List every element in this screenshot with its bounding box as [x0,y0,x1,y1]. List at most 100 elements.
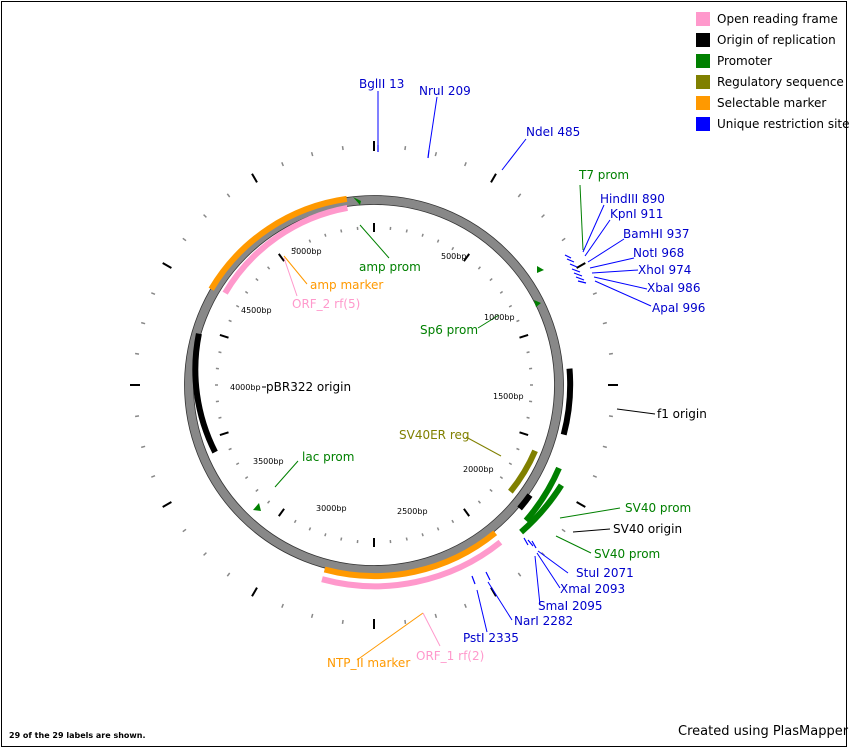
scale-tick [489,278,493,282]
legend-label: Regulatory sequence [717,74,844,89]
label-orf2: ORF_2 rf(5) [292,297,360,311]
scale-tick [267,266,271,270]
tick-label-3000: 3000bp [316,504,347,513]
scale-tick [508,462,513,466]
scale-tick [310,613,314,619]
site-marker-drui [427,149,430,159]
site-marker-noti [571,268,581,273]
scale-tick [218,351,222,354]
scale-tick [203,552,207,556]
scale-tick [561,237,566,242]
scale-tick [182,528,187,533]
label-stui-2071: StuI 2071 [576,566,634,580]
label-sv40-origin: SV40 origin [613,522,682,536]
tick-label-4000: 4000bp [230,383,261,392]
leader-sv40-origin [572,528,611,533]
scale-tick [235,304,240,308]
site-marker-xmai [527,539,534,547]
scale-tick [251,587,258,597]
scale-tick [602,321,608,325]
sp6-prom-arrowhead [534,300,541,307]
scale-tick [134,415,140,418]
sv40-prom-arc-2 [519,483,564,535]
site-marker-nari [485,571,491,581]
scale-tick [340,537,343,541]
scale-tick [576,501,586,508]
scale-tick [517,572,522,577]
scale-tick [341,619,344,625]
scale-tick [451,519,455,524]
leader-sv40-prom-2 [555,535,592,554]
label-smai-2095: SmaI 2095 [538,599,603,613]
scale-tick [489,488,493,492]
legend-label: Unique restriction site [717,116,850,131]
label-bglii-13: BglII 13 [359,77,404,91]
scale-tick [218,416,222,419]
credit-text: Created using PlasMapper [678,724,849,739]
scale-tick [244,476,249,480]
label-sp6-prom: Sp6 prom [420,323,478,337]
scale-tick [421,533,424,537]
scale-tick [405,537,408,541]
legend-label: Open reading frame [717,11,838,26]
leader-drui [428,96,438,151]
site-marker-bamhi [569,263,578,268]
scale-tick [576,262,586,269]
scale-tick [463,508,471,517]
label-leader-lines [262,91,656,661]
leader-smai [534,555,541,606]
label-psti-2335: PstI 2335 [463,631,519,645]
scale-tick [451,246,455,251]
amp-prom-arrowhead [353,197,361,205]
scale-tick [134,352,140,355]
label-sv40-prom-2: SV40 prom [594,547,660,561]
sv40-prom-arc-1 [523,466,562,523]
legend-swatch [696,95,710,110]
scale-tick [277,508,285,517]
site-marker-kpni [566,258,575,263]
leader-lac-prom [274,460,299,488]
legend-item-restriction-site: Unique restriction site [696,113,850,134]
scale-tick [140,321,146,325]
label-bamhi-937: BamHI 937 [623,227,690,241]
scale-tick [516,447,520,451]
scale-tick [219,431,229,437]
scale-tick [255,278,259,282]
scale-tick [602,445,608,449]
label-amp-prom: amp prom [359,260,421,274]
label-sv40-prom-1: SV40 prom [625,501,691,515]
scale-tick [340,229,343,233]
leader-orf1 [422,612,441,647]
pbr322-origin-arc [192,333,218,454]
scale-tick [526,416,530,419]
label-xmai-2093: XmaI 2093 [560,582,625,596]
leader-psti [476,589,488,633]
label-xbai-986: XbaI 986 [647,281,700,295]
scale-tick [228,319,232,323]
sv40er-reg-arc [508,449,538,494]
scale-tick [541,214,545,218]
feature-arcs [192,195,574,590]
tick-label-500: 500bp [441,252,466,261]
scale-tick [235,462,240,466]
leader-apai [594,280,652,307]
f1-origin-arc [560,368,574,436]
legend-item-promoter: Promoter [696,50,850,71]
scale-tick [219,333,229,339]
label-kpni-911: KpnI 911 [610,207,663,221]
tick-label-3500: 3500bp [253,457,284,466]
label-noti-968: NotI 968 [633,246,684,260]
scale-tick [308,527,312,531]
scale-tick [267,500,271,504]
tick-label-1500: 1500bp [493,392,524,401]
legend: Open reading frame Origin of replication… [696,8,850,134]
legend-swatch [696,32,710,47]
scale-tick [226,572,231,577]
legend-swatch [696,53,710,68]
restriction-site-markers [377,145,587,585]
site-marker-xhoi [573,272,583,277]
label-ntp-ii-marker: NTP_II marker [327,656,410,670]
scale-tick [203,214,207,218]
leader-hindiii [582,204,605,253]
legend-item-selectable-marker: Selectable marker [696,92,850,113]
